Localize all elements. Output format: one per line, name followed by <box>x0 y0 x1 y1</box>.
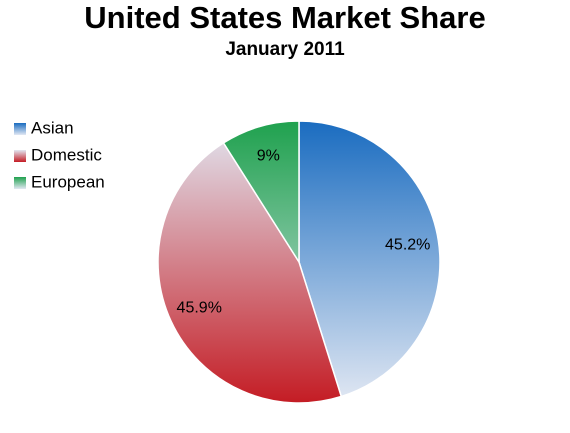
pie-slice <box>157 141 343 404</box>
pie-slice <box>298 120 441 398</box>
data-label: 9% <box>257 148 280 165</box>
legend-label: European <box>31 172 105 191</box>
chart-subtitle: January 2011 <box>225 39 345 60</box>
legend-swatch <box>14 123 26 135</box>
legend-swatch <box>14 150 26 162</box>
legend-label: Domestic <box>31 145 102 164</box>
chart-title: United States Market Share <box>84 0 485 35</box>
data-label: 45.2% <box>385 237 430 254</box>
pie-slice <box>222 120 300 265</box>
legend-label: Asian <box>31 118 74 137</box>
legend-swatch <box>14 177 26 189</box>
data-label: 45.9% <box>177 300 222 317</box>
